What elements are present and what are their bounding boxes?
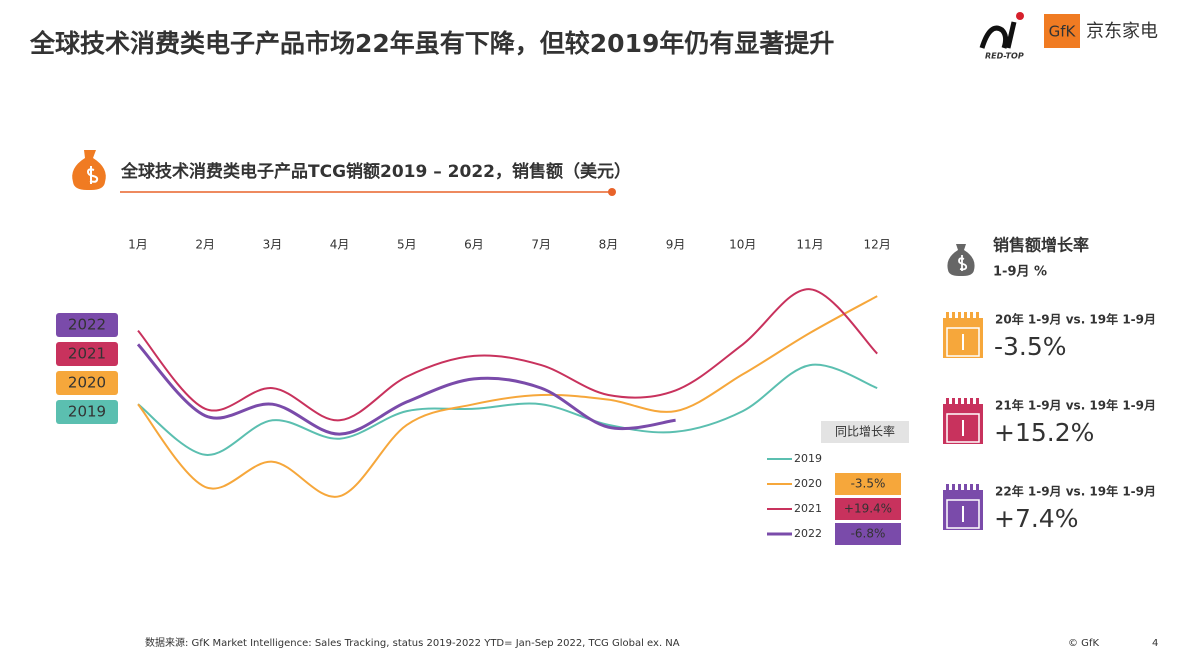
calendar-page bbox=[946, 327, 980, 357]
year-badge bbox=[56, 313, 118, 337]
gfk-logo-box bbox=[1044, 14, 1080, 48]
x-tick-label: 11月 bbox=[796, 238, 823, 252]
x-tick-label: 4月 bbox=[330, 238, 350, 252]
calendar-page bbox=[946, 413, 980, 443]
calendar-ring bbox=[952, 398, 955, 407]
x-tick-label: 2月 bbox=[195, 238, 215, 252]
x-tick-label: 7月 bbox=[531, 238, 551, 252]
legend-title-box bbox=[821, 421, 909, 443]
x-tick-label: 5月 bbox=[397, 238, 417, 252]
calendar-ring bbox=[952, 312, 955, 321]
legend-label: 2022 bbox=[794, 527, 822, 540]
yoy-badge-label: -3.5% bbox=[851, 477, 886, 491]
year-badge bbox=[56, 371, 118, 395]
x-tick-label: 6月 bbox=[464, 238, 484, 252]
calendar-ring bbox=[958, 398, 961, 407]
year-badge-label: 2020 bbox=[68, 374, 106, 392]
card-label: 21年 1-9月 vs. 19年 1-9月 bbox=[995, 398, 1156, 413]
calendar-ring bbox=[964, 484, 967, 493]
series-line bbox=[137, 288, 878, 422]
redtop-logo-dot bbox=[1016, 12, 1024, 20]
redtop-logo-mark bbox=[979, 21, 1017, 49]
calendar-ring bbox=[976, 398, 979, 407]
money-bag-icon bbox=[947, 244, 975, 276]
series-line bbox=[137, 363, 878, 456]
card-label: 20年 1-9月 vs. 19年 1-9月 bbox=[995, 312, 1156, 327]
calendar-ring bbox=[970, 312, 973, 321]
calendar-ring bbox=[964, 312, 967, 321]
calendar-ring bbox=[958, 484, 961, 493]
calendar-ring bbox=[976, 484, 979, 493]
year-badge bbox=[56, 400, 118, 424]
panel-subtitle: 1-9月 % bbox=[993, 265, 1047, 280]
yoy-badge bbox=[835, 473, 901, 495]
chart-title: 全球技术消费类电子产品TCG销额2019 – 2022，销售额（美元） bbox=[120, 161, 631, 182]
jd-logo: 京东家电 bbox=[1086, 21, 1158, 42]
x-tick-label: 9月 bbox=[666, 238, 686, 252]
calendar-ring bbox=[958, 312, 961, 321]
yoy-badge-label: -6.8% bbox=[851, 527, 886, 541]
calendar-ring bbox=[964, 398, 967, 407]
x-tick-label: 3月 bbox=[263, 238, 283, 252]
calendar-ring bbox=[946, 312, 949, 321]
underline-dot bbox=[608, 188, 616, 196]
slide-title: 全球技术消费类电子产品市场22年虽有下降，但较2019年仍有显著提升 bbox=[29, 29, 834, 58]
panel-title: 销售额增长率 bbox=[993, 236, 1089, 255]
card-label: 22年 1-9月 vs. 19年 1-9月 bbox=[995, 484, 1156, 499]
dollar-sign bbox=[86, 166, 99, 184]
calendar-ring bbox=[946, 484, 949, 493]
calendar-ring bbox=[946, 398, 949, 407]
x-tick-label: 8月 bbox=[599, 238, 619, 252]
gfk-logo: GfK bbox=[1049, 23, 1077, 41]
series-line bbox=[136, 343, 676, 436]
x-tick-label: 10月 bbox=[729, 238, 756, 252]
card-value: +15.2% bbox=[994, 418, 1094, 447]
redtop-logo: RED-TOP bbox=[985, 52, 1024, 61]
card-value: -3.5% bbox=[994, 332, 1067, 361]
calendar-page bbox=[946, 499, 980, 529]
legend-title: 同比增长率 bbox=[835, 424, 895, 439]
year-badge bbox=[56, 342, 118, 366]
copyright: © GfK bbox=[1068, 638, 1099, 649]
dollar-sign bbox=[958, 255, 968, 271]
source-note: 数据来源: GfK Market Intelligence: Sales Tra… bbox=[145, 636, 680, 649]
legend-label: 2021 bbox=[794, 502, 822, 515]
calendar-ring bbox=[952, 484, 955, 493]
x-tick-label: 12月 bbox=[864, 238, 891, 252]
calendar-ring bbox=[970, 398, 973, 407]
year-badge-label: 2021 bbox=[68, 345, 106, 363]
x-tick-label: 1月 bbox=[128, 238, 148, 252]
calendar-ring bbox=[976, 312, 979, 321]
yoy-badge bbox=[835, 498, 901, 520]
series-line bbox=[137, 295, 878, 498]
yoy-badge bbox=[835, 523, 901, 545]
card-value: +7.4% bbox=[994, 504, 1078, 533]
page-number: 4 bbox=[1152, 638, 1158, 649]
yoy-badge-label: +19.4% bbox=[844, 502, 892, 516]
calendar-ring bbox=[970, 484, 973, 493]
year-badge-label: 2019 bbox=[68, 403, 106, 421]
legend-label: 2020 bbox=[794, 477, 822, 490]
year-badge-label: 2022 bbox=[68, 316, 106, 334]
legend-label: 2019 bbox=[794, 452, 822, 465]
